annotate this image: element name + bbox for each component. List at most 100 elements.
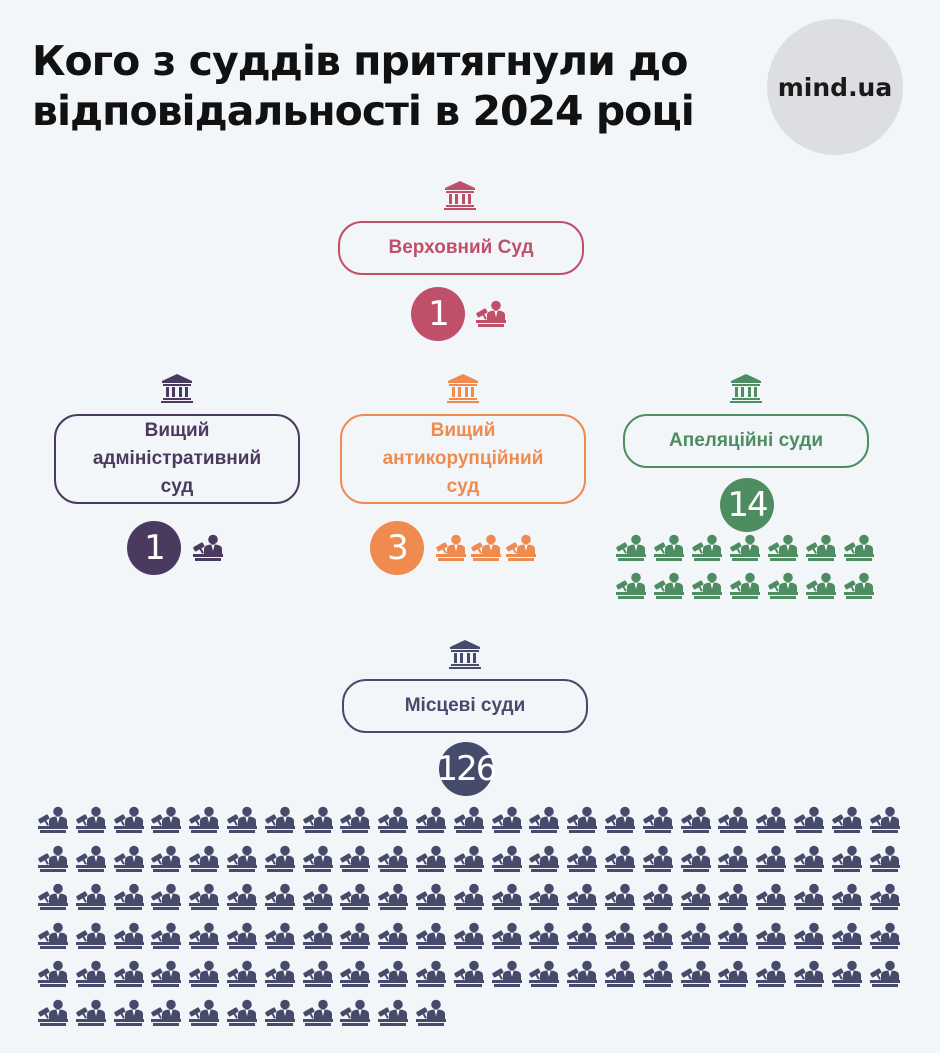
judge-icon <box>378 922 409 949</box>
judge-icon <box>680 960 711 987</box>
judge-icon <box>692 534 722 561</box>
judge-icon <box>151 922 182 949</box>
courthouse-icon <box>444 181 476 210</box>
infographic-title: Кого з суддів притягнули до відповідальн… <box>32 36 732 136</box>
judge-icon <box>264 922 295 949</box>
court-name-line: Апеляційні суди <box>669 430 823 451</box>
judge-icon <box>605 806 635 833</box>
judge-icon <box>529 960 560 987</box>
judge-icon <box>113 845 144 872</box>
judge-icon <box>718 883 749 910</box>
judge-icon <box>794 922 824 949</box>
judge-icon <box>680 883 711 910</box>
judge-icon <box>869 922 900 949</box>
judge-icon <box>567 883 598 910</box>
judge-icon <box>567 806 598 833</box>
judge-icon <box>227 999 257 1026</box>
court-name-box-supreme: Верховний Суд <box>338 221 584 275</box>
judge-icon <box>75 806 106 833</box>
judge-icon <box>151 960 182 987</box>
judge-icon <box>189 883 220 910</box>
judge-icon <box>416 999 446 1026</box>
judge-icon <box>340 999 371 1026</box>
judge-icon <box>378 806 409 833</box>
judge-icon <box>491 960 522 987</box>
judge-icon <box>302 845 333 872</box>
judge-icon <box>416 922 446 949</box>
judge-icon <box>844 572 874 599</box>
judge-icon <box>806 572 836 599</box>
judge-icon <box>340 960 371 987</box>
judge-icon <box>378 845 409 872</box>
judge-icon <box>264 845 295 872</box>
judge-icon <box>227 960 257 987</box>
court-name-label: Вищий антикорупційний суд <box>383 417 544 501</box>
judge-icon <box>227 922 257 949</box>
judge-icon <box>491 845 522 872</box>
title-line-1: Кого з суддів притягнули до <box>32 37 688 85</box>
judge-icon <box>529 883 560 910</box>
judge-icon <box>75 999 106 1026</box>
judge-icon <box>340 845 371 872</box>
judge-icon <box>718 845 749 872</box>
judge-icon <box>718 806 749 833</box>
judge-icon <box>869 845 900 872</box>
judge-icon <box>302 883 333 910</box>
judge-icon <box>491 883 522 910</box>
judge-icon <box>680 806 711 833</box>
judge-icon <box>113 806 144 833</box>
court-name-box-appeal: Апеляційні суди <box>623 414 869 468</box>
judge-icon <box>794 960 824 987</box>
judge-icon <box>264 999 295 1026</box>
judge-icon <box>756 922 787 949</box>
court-name-label: Апеляційні суди <box>669 427 823 455</box>
courthouse-icon <box>730 374 762 403</box>
judge-icon <box>75 883 106 910</box>
judge-icon <box>378 960 409 987</box>
judge-icon <box>642 883 673 910</box>
judge-icon <box>756 883 787 910</box>
court-name-box-admin: Вищий адміністративний суд <box>54 414 300 504</box>
judge-icon <box>264 806 295 833</box>
judge-icon <box>642 845 673 872</box>
judge-icon <box>831 806 862 833</box>
judge-icon <box>692 572 722 599</box>
court-name-box-anticorr: Вищий антикорупційний суд <box>340 414 586 504</box>
count-badge-supreme: 1 <box>411 287 465 341</box>
judge-icon <box>453 960 484 987</box>
judge-icon <box>227 806 257 833</box>
judge-icon <box>529 922 560 949</box>
court-name-line: Вищий <box>144 420 210 441</box>
judge-icon <box>730 572 760 599</box>
judge-icon <box>302 999 333 1026</box>
judge-icon <box>605 845 635 872</box>
judge-icon <box>113 960 144 987</box>
judge-icon <box>844 534 874 561</box>
judge-icon <box>567 845 598 872</box>
courthouse-icon <box>449 640 481 669</box>
judge-icon <box>38 922 68 949</box>
judge-icon <box>416 883 446 910</box>
judge-icon <box>616 534 646 561</box>
judge-icon <box>605 922 635 949</box>
judge-icon <box>756 960 787 987</box>
judge-icon <box>718 960 749 987</box>
judge-icon <box>38 960 68 987</box>
judge-icon <box>794 806 824 833</box>
judge-icon <box>416 806 446 833</box>
judge-icon <box>794 845 824 872</box>
judge-icon <box>38 999 68 1026</box>
court-name-line: Місцеві суди <box>404 695 526 716</box>
judge-icon <box>264 883 295 910</box>
judge-icon <box>616 572 646 599</box>
judge-icon <box>227 845 257 872</box>
court-name-line: суд <box>446 476 480 497</box>
judge-icon <box>453 922 484 949</box>
judge-icon <box>529 806 560 833</box>
judge-icon <box>227 883 257 910</box>
judge-icon <box>453 845 484 872</box>
court-name-line: суд <box>160 476 194 497</box>
judge-icon <box>75 845 106 872</box>
judge-icon <box>680 922 711 949</box>
judge-icon <box>113 999 144 1026</box>
